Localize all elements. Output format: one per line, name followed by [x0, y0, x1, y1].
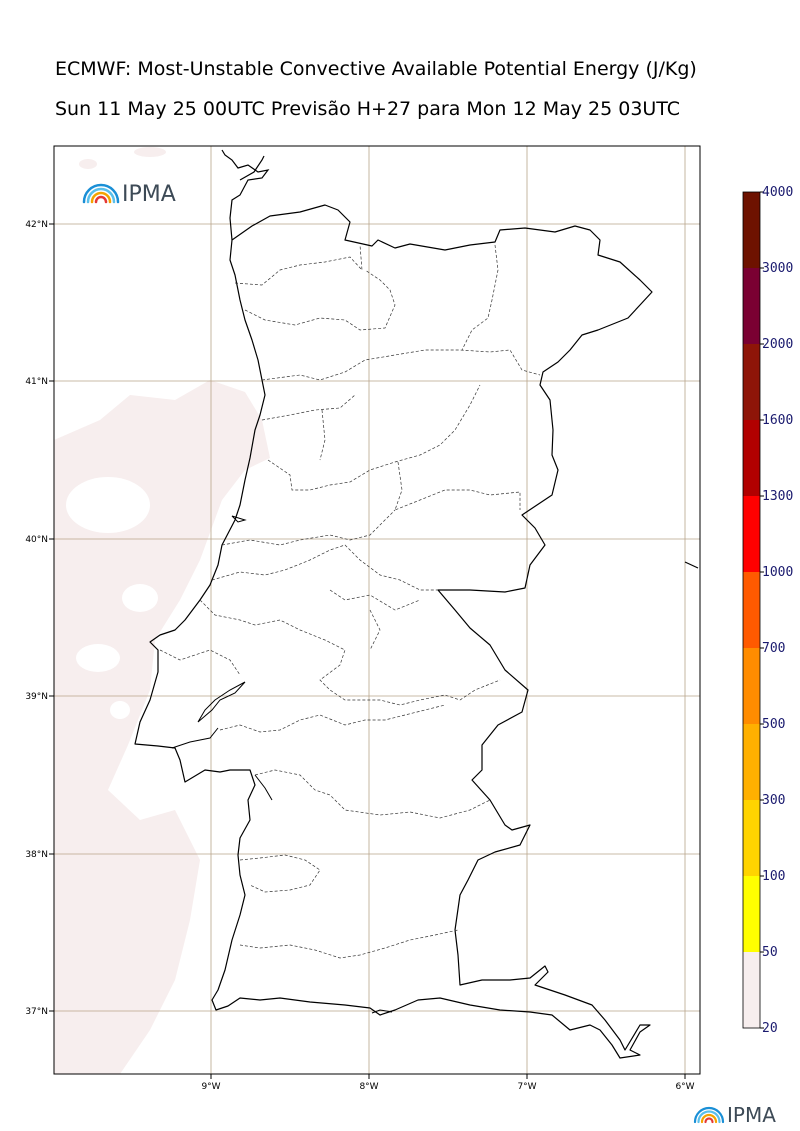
colorbar: 4000 3000 2000 1600 1300 1000 700 500 300 100 50 20: [742, 185, 793, 1036]
lon-tick-label: 7°W: [517, 1082, 536, 1092]
longitude-ticks: 9°W 8°W 7°W 6°W: [201, 1074, 695, 1092]
map-frame: [53, 145, 701, 1075]
colorbar-tick-label: 50: [762, 945, 778, 960]
colorbar-segment: [743, 268, 760, 345]
lon-tick-label: 8°W: [359, 1082, 378, 1092]
ipma-footer-logo-text: IPMA: [727, 1103, 776, 1127]
colorbar-tick-label: 4000: [762, 185, 793, 200]
colorbar-tick-label: 300: [762, 793, 785, 808]
latitude-ticks: 42°N 41°N 40°N 39°N 38°N 37°N: [25, 220, 54, 1017]
colorbar-tick-label: 1600: [762, 413, 793, 428]
colorbar-tick-label: 3000: [762, 261, 793, 276]
colorbar-segment: [743, 192, 760, 269]
spain-east-coast-fragment: [684, 561, 699, 569]
map-title: ECMWF: Most-Unstable Convective Availabl…: [55, 58, 697, 80]
graticule: [54, 146, 700, 1074]
ipma-footer-logo: IPMA: [693, 1103, 776, 1127]
colorbar-tick-label: 2000: [762, 337, 793, 352]
galicia-coast: [221, 149, 270, 241]
colorbar-tick-label: 700: [762, 641, 785, 656]
colorbar-tick-label: 20: [762, 1021, 778, 1036]
lat-tick-label: 41°N: [25, 377, 48, 387]
cape-field-holes: [66, 477, 158, 719]
colorbar-segment: [743, 420, 760, 497]
colorbar-tick-label: 1000: [762, 565, 793, 580]
lat-tick-label: 37°N: [25, 1007, 48, 1017]
colorbar-tick-label: 100: [762, 869, 785, 884]
colorbar-tick-label: 500: [762, 717, 785, 732]
colorbar-segment: [743, 572, 760, 649]
lon-tick-label: 6°W: [675, 1082, 694, 1092]
colorbar-segment: [743, 876, 760, 953]
colorbar-segment: [743, 800, 760, 877]
colorbar-segment: [743, 496, 760, 573]
ipma-logo: IPMA: [82, 182, 176, 207]
lat-tick-label: 39°N: [25, 692, 48, 702]
lon-tick-label: 9°W: [201, 1082, 220, 1092]
estuaries: [171, 515, 393, 1014]
colorbar-segment: [743, 648, 760, 725]
colorbar-segment: [743, 724, 760, 801]
ipma-logo-text: IPMA: [122, 182, 176, 207]
colorbar-frame: [742, 191, 761, 1029]
district-boundaries: [159, 244, 541, 959]
map-subtitle: Sun 11 May 25 00UTC Previsão H+27 para M…: [55, 98, 681, 120]
rainbow-icon: [693, 1106, 725, 1124]
lat-tick-label: 42°N: [25, 220, 48, 230]
lat-tick-label: 38°N: [25, 850, 48, 860]
portugal-coastline-border: [134, 204, 653, 1059]
colorbar-segment: [743, 344, 760, 421]
colorbar-segment: [743, 952, 760, 1029]
rainbow-icon: [82, 183, 120, 204]
cape-field-ocean: [54, 147, 270, 1074]
lat-tick-label: 40°N: [25, 535, 48, 545]
colorbar-tick-label: 1300: [762, 489, 793, 504]
